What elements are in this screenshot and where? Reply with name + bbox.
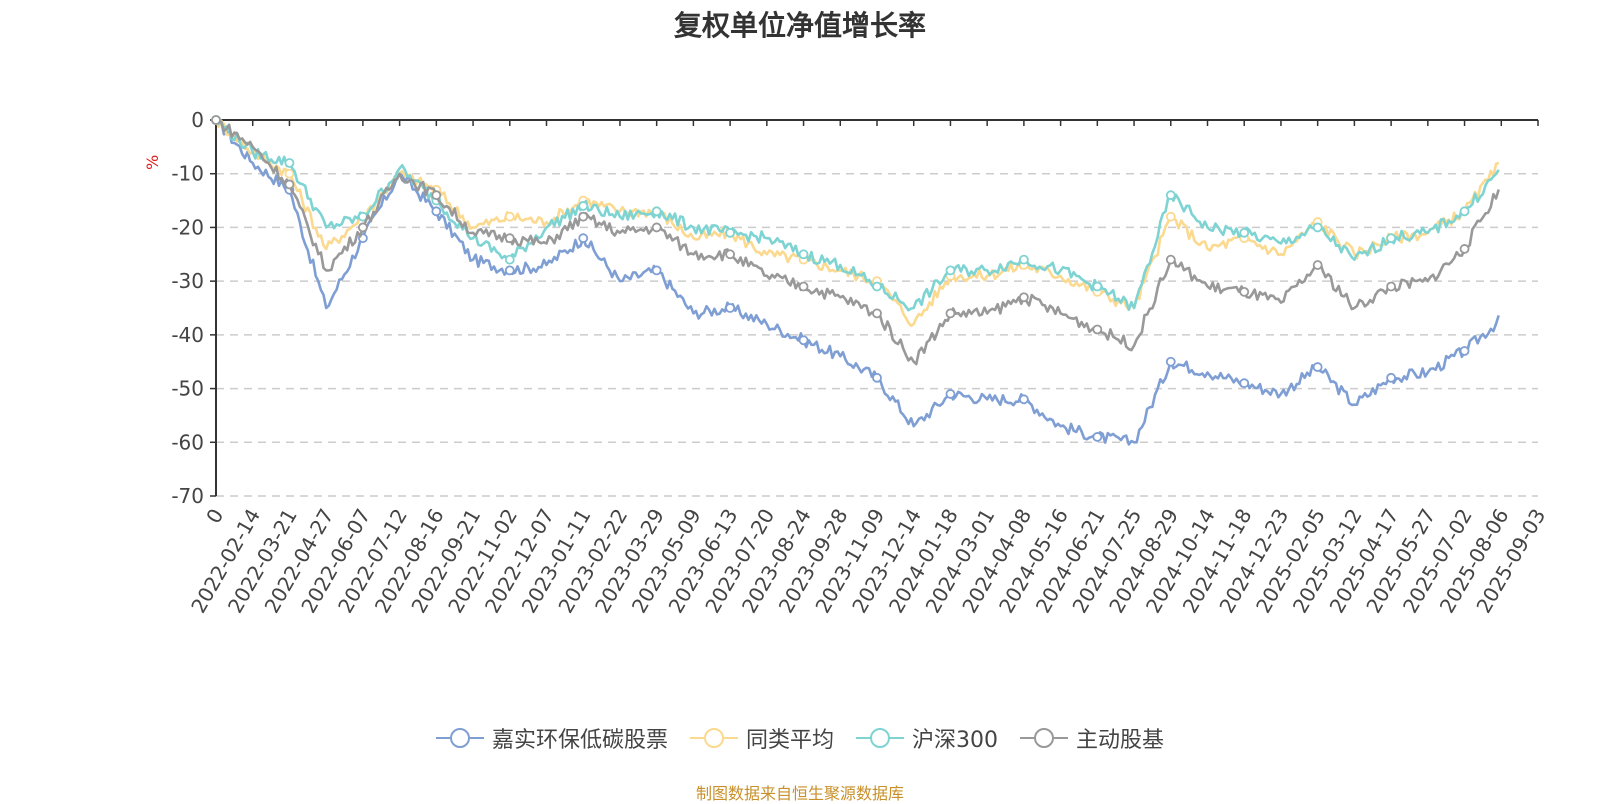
data-point [1459, 244, 1470, 254]
data-point [1312, 362, 1323, 372]
legend-label: 嘉实环保低碳股票 [491, 728, 668, 753]
line-chart: 0 -10 -20 -30 -40 -50 -60 -70 02022-02-142022-0… [143, 108, 1550, 617]
source-note: 制图数据来自恒生聚源数据库 [695, 784, 904, 803]
legend-marker-icon [689, 728, 738, 748]
data-point [211, 115, 221, 125]
y-tick-label: -20 [171, 215, 204, 239]
legend-item[interactable]: 主动股基 [1020, 722, 1164, 754]
legend-label: 沪深300 [912, 728, 998, 753]
y-tick-label: -40 [171, 323, 204, 347]
series-line [215, 117, 1500, 446]
data-point [504, 233, 515, 244]
y-tick-label: -70 [171, 484, 204, 508]
y-tick-labels: 0 -10 -20 -30 -40 -50 -60 -70 [171, 108, 204, 508]
y-axis-unit: % [143, 155, 162, 170]
legend-item[interactable]: 沪深300 [856, 722, 998, 754]
data-point [945, 389, 956, 399]
data-point [798, 281, 809, 292]
data-point [431, 190, 442, 201]
data-point [578, 211, 589, 222]
data-point [504, 254, 515, 265]
series-line [214, 119, 1500, 328]
data-point [284, 158, 295, 168]
legend-marker-icon [1020, 728, 1068, 748]
data-point [1386, 281, 1397, 292]
data-point [798, 335, 809, 346]
data-point [1165, 356, 1176, 367]
data-point [1386, 233, 1397, 244]
data-point [1018, 292, 1029, 303]
data-point [1018, 254, 1029, 265]
legend-item[interactable]: 同类平均 [689, 722, 834, 754]
data-point [1165, 254, 1176, 265]
y-tick-label: -30 [171, 269, 204, 293]
data-point [725, 249, 736, 260]
x-tick-labels: 02022-02-142022-03-212022-04-272022-06-0… [186, 504, 1550, 617]
series-line [215, 118, 1500, 366]
data-point [1239, 227, 1250, 238]
data-point [1312, 260, 1323, 270]
y-tick-label: 0 [191, 108, 204, 132]
data-point [1165, 211, 1176, 222]
data-point [1312, 222, 1323, 233]
data-point [872, 308, 882, 319]
chart-title: 复权单位净值增长率 [673, 9, 926, 42]
series-line [214, 119, 1500, 312]
data-point [1239, 286, 1250, 297]
data-point [725, 227, 736, 238]
y-tick-label: -50 [171, 377, 204, 401]
grid-lines [216, 172, 1538, 497]
data-point [798, 249, 809, 260]
axes [210, 119, 1539, 497]
data-point [651, 265, 662, 276]
data-point [1092, 324, 1103, 335]
data-point [1165, 190, 1176, 201]
data-point [578, 233, 589, 244]
data-point [1239, 378, 1250, 389]
data-point [945, 308, 956, 319]
data-point [1092, 281, 1103, 292]
data-point [651, 206, 662, 217]
data-point [1459, 346, 1470, 356]
data-point [504, 265, 515, 276]
data-point [945, 265, 956, 276]
data-point [872, 281, 882, 292]
y-tick-label: -60 [171, 430, 204, 454]
x-tick-label: 0 [201, 505, 228, 528]
data-point [1092, 432, 1103, 442]
data-point [504, 211, 515, 222]
data-point [1386, 372, 1397, 383]
data-point [1459, 206, 1470, 217]
legend-marker-icon [856, 728, 904, 748]
data-point [578, 201, 589, 211]
y-tick-label: -10 [171, 162, 204, 186]
data-point [1018, 394, 1029, 405]
legend-label: 主动股基 [1076, 728, 1165, 753]
data-point [431, 206, 442, 217]
series-lines [211, 115, 1500, 446]
data-point [651, 222, 662, 233]
data-point [872, 372, 882, 383]
legend: 嘉实环保低碳股票 同类平均 沪深300 主动股基 [0, 722, 1600, 754]
legend-item[interactable]: 嘉实环保低碳股票 [435, 722, 668, 754]
legend-label: 同类平均 [745, 728, 834, 753]
data-point [725, 303, 736, 313]
data-point [284, 179, 295, 190]
legend-marker-icon [435, 728, 484, 748]
data-point [284, 168, 295, 179]
data-point [357, 222, 368, 233]
